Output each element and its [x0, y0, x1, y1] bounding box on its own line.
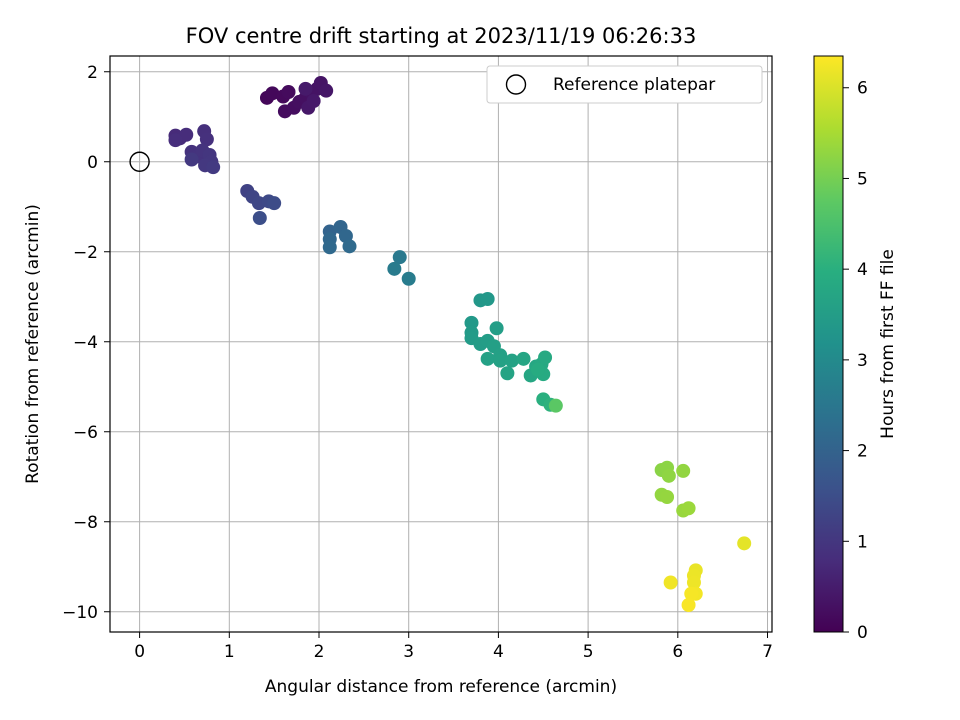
legend-entry-reference-platepar: Reference platepar — [553, 75, 715, 95]
chart-title: FOV centre drift starting at 2023/11/19 … — [186, 24, 697, 48]
data-point — [387, 261, 402, 276]
data-point — [548, 398, 563, 413]
x-tick-label: 0 — [134, 642, 145, 662]
legend-box — [486, 65, 763, 104]
data-point — [681, 501, 696, 516]
data-point — [319, 83, 334, 98]
data-point — [168, 133, 183, 148]
data-point — [392, 250, 407, 265]
data-point — [493, 353, 508, 368]
colorbar-tick-label: 2 — [857, 442, 868, 462]
data-point — [530, 362, 545, 377]
x-tick-label: 7 — [762, 642, 773, 662]
y-tick-label: 0 — [87, 153, 98, 173]
colorbar — [813, 55, 844, 633]
data-point — [480, 292, 495, 306]
data-point — [684, 586, 699, 601]
data-point — [480, 351, 495, 366]
data-point — [306, 94, 321, 108]
y-tick-label: 2 — [87, 63, 98, 83]
plot-frame — [109, 55, 773, 633]
data-points — [129, 76, 752, 612]
data-point — [676, 463, 691, 478]
data-point — [252, 211, 267, 225]
data-point — [663, 575, 678, 590]
data-point — [342, 239, 357, 254]
colorbar-tick-label: 6 — [857, 79, 868, 99]
y-tick-label: −2 — [73, 243, 98, 263]
colorbar-tick-label: 1 — [857, 532, 868, 552]
data-point — [489, 321, 504, 336]
data-point — [516, 351, 531, 366]
x-tick-label: 5 — [583, 642, 594, 662]
data-point — [660, 490, 675, 504]
y-tick-label: −10 — [62, 603, 98, 623]
data-point — [737, 536, 752, 551]
data-point — [681, 598, 696, 612]
legend: Reference platepar — [486, 65, 763, 104]
y-axis-label: Rotation from reference (arcmin) — [23, 204, 43, 484]
x-tick-label: 2 — [314, 642, 325, 662]
x-axis-label: Angular distance from reference (arcmin) — [265, 677, 617, 697]
data-point — [179, 127, 194, 142]
data-point — [199, 132, 214, 147]
colorbar-ticks: 0 1 2 3 4 5 6 — [843, 79, 868, 643]
colorbar-tick-label: 5 — [857, 169, 868, 189]
colorbar-label: Hours from first FF file — [878, 249, 898, 439]
data-point — [267, 196, 282, 211]
y-tick-label: −8 — [73, 513, 98, 533]
x-axis-ticks: 0 1 2 3 4 5 6 7 — [134, 632, 773, 662]
data-point — [206, 160, 221, 175]
data-point — [538, 350, 553, 365]
data-point — [464, 315, 479, 330]
data-point — [401, 271, 416, 286]
x-tick-label: 1 — [224, 642, 235, 662]
reference-platepar-marker — [129, 151, 150, 172]
legend-marker-reference-platepar — [505, 74, 527, 95]
colorbar-tick-label: 3 — [857, 351, 868, 371]
x-tick-label: 6 — [672, 642, 683, 662]
data-point — [504, 353, 519, 368]
y-tick-label: −6 — [73, 423, 98, 443]
data-point — [322, 240, 337, 255]
data-point — [686, 575, 701, 590]
data-point — [184, 152, 199, 167]
data-point — [298, 81, 313, 96]
x-tick-label: 3 — [403, 642, 414, 662]
colorbar-tick-label: 0 — [857, 623, 868, 643]
data-point — [281, 85, 296, 99]
data-point — [265, 86, 280, 101]
data-point — [500, 366, 515, 381]
x-tick-label: 4 — [493, 642, 504, 662]
y-tick-label: −4 — [73, 333, 98, 353]
data-point — [661, 468, 676, 483]
colorbar-tick-label: 4 — [857, 260, 868, 280]
y-axis-ticks: −10 −8 −6 −4 −2 0 2 — [62, 63, 110, 623]
